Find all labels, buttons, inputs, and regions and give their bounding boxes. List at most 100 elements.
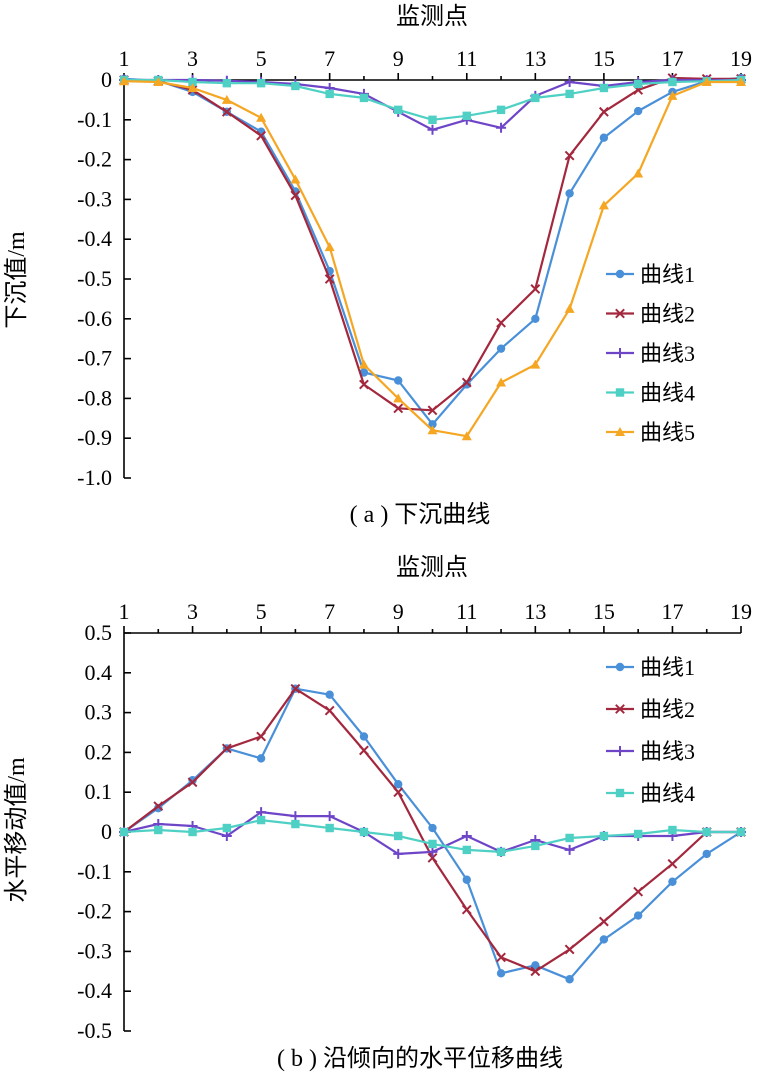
data-point <box>221 830 232 841</box>
legend-marker <box>615 348 625 358</box>
data-point <box>668 877 677 886</box>
data-point <box>393 848 404 859</box>
data-point <box>325 690 334 699</box>
data-point <box>531 841 540 851</box>
data-point <box>221 743 232 754</box>
legend-item: 曲线4 <box>606 381 695 406</box>
legend-label: 曲线1 <box>640 262 695 287</box>
data-point <box>324 242 335 252</box>
data-point <box>564 303 575 313</box>
data-point <box>119 76 129 86</box>
series-layer <box>119 73 746 441</box>
data-point <box>256 815 266 825</box>
legend-marker <box>615 308 625 319</box>
data-point <box>393 393 404 403</box>
y-tick-label: -0.2 <box>77 899 112 924</box>
data-point <box>564 844 575 855</box>
y-tick-label: 0 <box>101 67 112 92</box>
x-tick-label: 19 <box>730 46 752 71</box>
chart-caption: ( a ) 下沉曲线 <box>350 501 491 528</box>
data-point <box>531 314 540 323</box>
x-tick-label: 17 <box>661 599 683 624</box>
data-point <box>221 94 232 104</box>
data-point <box>462 111 471 121</box>
x-tick-label: 9 <box>393 46 404 71</box>
series-2 <box>119 683 746 977</box>
data-point <box>598 106 609 117</box>
legend-label: 曲线5 <box>640 420 695 445</box>
y-tick-label: 0.3 <box>85 700 113 725</box>
legend-label: 曲线4 <box>640 781 695 806</box>
data-point <box>565 975 574 984</box>
data-point <box>462 875 471 884</box>
data-point <box>702 849 711 859</box>
data-point <box>428 420 437 429</box>
data-point <box>667 858 678 869</box>
data-point <box>496 952 506 963</box>
y-tick-label: -0.3 <box>77 186 112 211</box>
data-point <box>428 839 437 849</box>
data-point <box>598 200 609 210</box>
y-tick-label: 0 <box>101 819 112 844</box>
chart-caption: ( b ) 沿倾向的水平位移曲线 <box>277 1045 563 1072</box>
data-point <box>599 83 609 93</box>
y-tick-label: -0.1 <box>77 859 112 884</box>
data-point <box>530 359 541 369</box>
legend-item: 曲线1 <box>606 655 695 680</box>
data-point <box>154 825 163 835</box>
axes: 1 3 5 7 9 11 13 15 17 190-0.1-0.2-0.3-0.4-0.5-0.6… <box>77 46 752 490</box>
data-point <box>394 376 403 385</box>
legend-item: 曲线1 <box>606 262 695 287</box>
data-point <box>188 827 197 837</box>
data-point <box>496 377 507 387</box>
x-tick-label: 9 <box>393 599 404 624</box>
data-point <box>154 803 163 813</box>
subsidence-chart: 监测点 下沉值/m ( a ) 下沉曲线 1 3 5 7 9 11 13 15 17 190-0.… <box>3 3 752 528</box>
series-4 <box>119 815 746 857</box>
data-point <box>324 811 335 822</box>
x-tick-label: 11 <box>456 46 477 71</box>
y-tick-label: 0.2 <box>85 739 113 764</box>
legend-item: 曲线2 <box>606 302 695 327</box>
data-point <box>428 115 437 124</box>
y-tick-label: -0.1 <box>77 107 112 132</box>
y-tick-label: -1.0 <box>77 465 112 490</box>
legend-label: 曲线1 <box>640 655 695 680</box>
data-point <box>188 77 197 87</box>
legend-item: 曲线3 <box>606 341 695 366</box>
series-layer <box>119 683 746 984</box>
data-point <box>221 106 232 117</box>
data-point <box>359 745 369 756</box>
data-point <box>153 801 164 812</box>
data-point <box>633 911 643 920</box>
x-tick-label: 13 <box>524 599 546 624</box>
x-tick-label: 13 <box>524 46 546 71</box>
legend-item: 曲线3 <box>606 739 695 764</box>
data-point <box>667 90 678 100</box>
data-point <box>599 935 609 944</box>
data-point <box>668 77 677 87</box>
data-point <box>564 76 575 87</box>
x-axis-title: 监测点 <box>396 554 468 581</box>
data-point <box>599 831 609 841</box>
legend-label: 曲线2 <box>640 302 695 327</box>
y-tick-label: -0.8 <box>77 385 112 410</box>
data-point <box>496 847 506 857</box>
data-point <box>291 81 300 91</box>
data-point <box>153 76 164 86</box>
data-point <box>358 359 369 369</box>
data-point <box>256 731 267 742</box>
x-tick-label: 7 <box>324 46 335 71</box>
x-tick-label: 5 <box>256 46 267 71</box>
legend-label: 曲线4 <box>640 381 695 406</box>
x-axis-title: 监测点 <box>396 3 468 30</box>
data-point <box>393 787 404 798</box>
data-point <box>324 705 335 716</box>
data-point <box>598 916 609 927</box>
x-tick-label: 17 <box>661 46 683 71</box>
data-point <box>290 174 301 184</box>
legend-label: 曲线2 <box>640 697 695 722</box>
data-point <box>496 317 506 328</box>
data-point <box>461 377 472 388</box>
